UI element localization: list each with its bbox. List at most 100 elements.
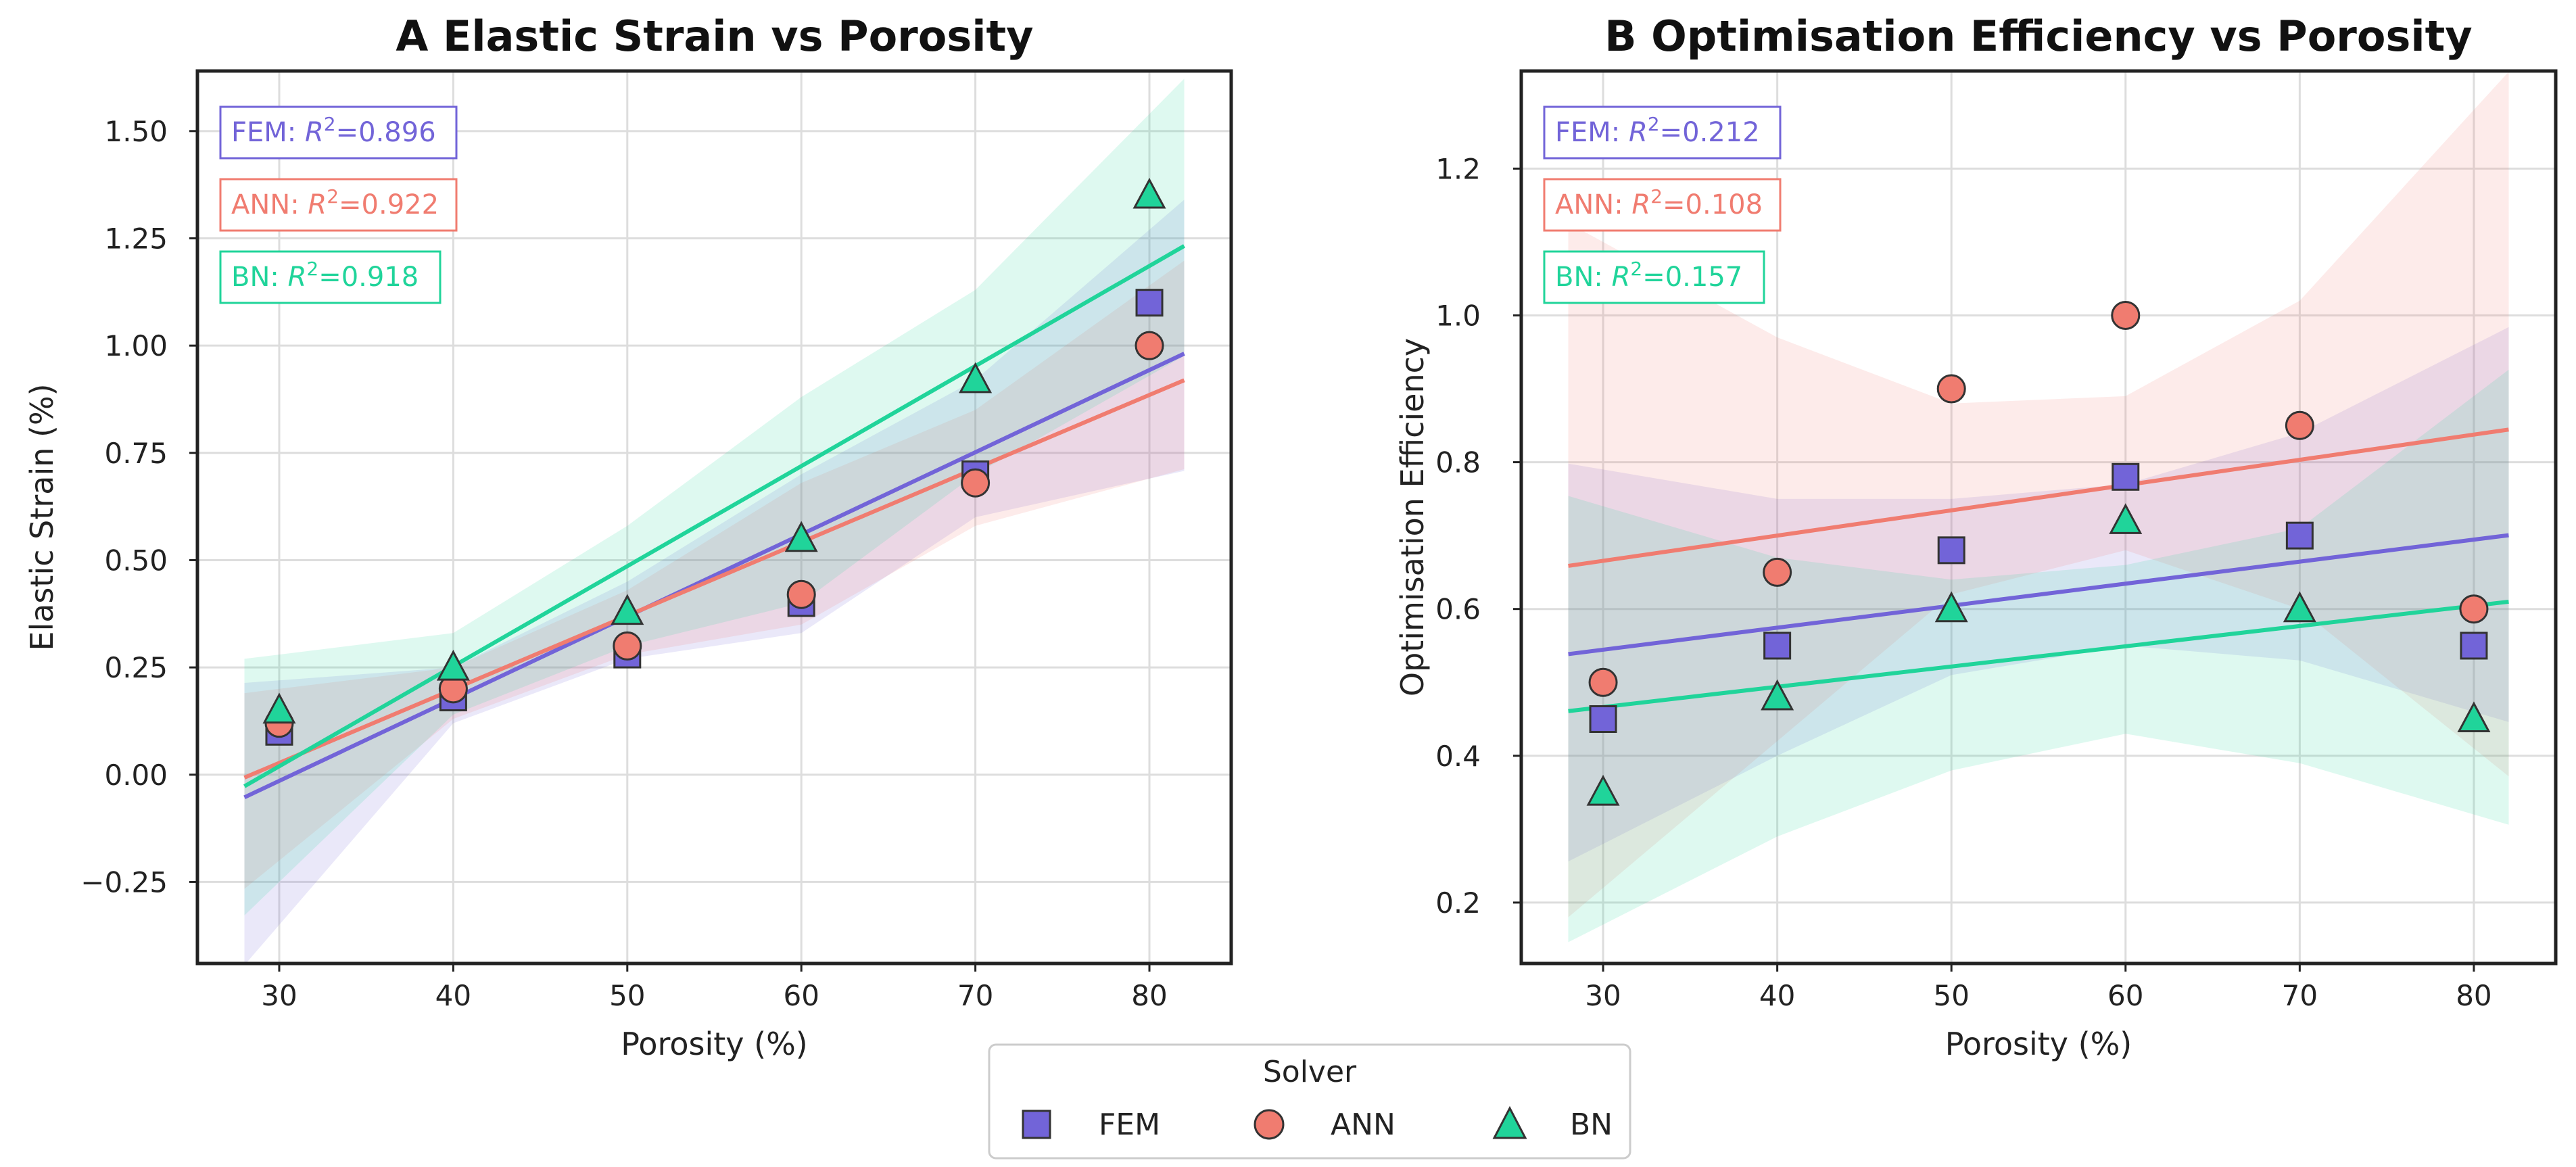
panel-b-point-bn-70 bbox=[2283, 591, 2316, 623]
legend-marker-fem bbox=[1022, 1110, 1051, 1139]
panel-b-point-ann-80 bbox=[2459, 594, 2489, 624]
panel-a-r2-superscript-fem: 2 bbox=[324, 113, 336, 135]
legend-frame bbox=[988, 1043, 1631, 1160]
legend-title: Solver bbox=[1263, 1055, 1357, 1089]
panel-b-ytick-label-0: 0.2 bbox=[1435, 886, 1481, 920]
panel-a-fit-line-bn bbox=[243, 244, 1185, 788]
legend-marker-bn bbox=[1492, 1105, 1527, 1139]
panel-a-plot-area bbox=[243, 78, 1185, 963]
panel-b-xtick-label-2: 50 bbox=[1933, 979, 1969, 1012]
panel-b-band-ann bbox=[1568, 72, 2509, 918]
panel-b-point-bn-50 bbox=[1934, 591, 1968, 623]
panel-b-xtick-label-1: 40 bbox=[1759, 979, 1795, 1012]
panel-b-plot-area bbox=[1568, 72, 2509, 943]
panel-a-r2-superscript-ann: 2 bbox=[327, 185, 339, 208]
panel-a-xtick-label-5: 80 bbox=[1131, 979, 1167, 1012]
panel-b-fit-line-ann bbox=[1568, 427, 2509, 568]
panel-a-fit-line-fem bbox=[243, 352, 1185, 799]
panel-b-ytick-label-3: 0.8 bbox=[1435, 446, 1481, 479]
panel-b-xtick-label-4: 70 bbox=[2282, 979, 2318, 1012]
panel-b-point-fem-70 bbox=[2285, 521, 2314, 550]
panel-b-r2-value-ann: =0.108 bbox=[1663, 189, 1763, 220]
panel-b-r2-text-ann: ANN: R2=0.108 bbox=[1555, 185, 1763, 220]
panel-a-r2-symbol-fem: R bbox=[305, 117, 324, 148]
panel-a-xtick-label-3: 60 bbox=[783, 979, 819, 1012]
panel-b-axes-frame bbox=[1519, 69, 2558, 966]
panel-a-point-bn-30 bbox=[262, 692, 296, 724]
panel-a-r2-prefix-ann: ANN: bbox=[231, 189, 308, 220]
panel-b-point-fem-60 bbox=[2112, 462, 2140, 491]
panel-a-fit-line-ann bbox=[243, 378, 1185, 780]
panel-b-ytick-label-2: 0.6 bbox=[1435, 593, 1481, 626]
panel-b-point-fem-50 bbox=[1937, 536, 1965, 565]
panel-b-r2-symbol-fem: R bbox=[1629, 117, 1648, 148]
panel-a-point-bn-80 bbox=[1132, 177, 1166, 209]
legend-marker-ann bbox=[1254, 1109, 1285, 1140]
panel-a-xlabel: Porosity (%) bbox=[621, 1026, 808, 1062]
panel-b-point-fem-30 bbox=[1589, 705, 1617, 734]
panel-a-r2-symbol-bn: R bbox=[288, 262, 307, 293]
panel-b-fit-line-fem bbox=[1568, 533, 2509, 657]
panel-a-ytick-label-5: 1.00 bbox=[104, 329, 168, 362]
panel-a-point-ann-70 bbox=[961, 468, 991, 498]
panel-a-ytick-label-6: 1.25 bbox=[104, 222, 168, 256]
panel-a-band-bn bbox=[244, 78, 1185, 915]
panel-b-point-bn-80 bbox=[2457, 701, 2491, 733]
panel-a-point-fem-80 bbox=[1135, 289, 1164, 317]
panel-b-r2-prefix-bn: BN: bbox=[1555, 262, 1612, 293]
panel-b-point-bn-40 bbox=[1761, 679, 1794, 711]
panel-b-r2-superscript-ann: 2 bbox=[1650, 185, 1663, 208]
panel-b-r2-superscript-fem: 2 bbox=[1648, 113, 1660, 135]
panel-b-point-bn-30 bbox=[1586, 774, 1620, 806]
panel-a-xtick-label-2: 50 bbox=[609, 979, 645, 1012]
panel-a-r2-value-ann: =0.922 bbox=[339, 189, 439, 220]
panel-a-r2-text-ann: ANN: R2=0.922 bbox=[231, 185, 439, 220]
panel-a-r2-text-fem: FEM: R2=0.896 bbox=[231, 113, 436, 148]
legend-label-fem: FEM bbox=[1099, 1108, 1160, 1142]
panel-a-ytick-label-7: 1.50 bbox=[104, 115, 168, 148]
legend-label-ann: ANN bbox=[1331, 1108, 1396, 1142]
legend-label-bn: BN bbox=[1570, 1108, 1613, 1142]
panel-a-point-ann-80 bbox=[1135, 331, 1164, 360]
panel-b-r2-text-bn: BN: R2=0.157 bbox=[1555, 258, 1742, 293]
panel-a-point-bn-70 bbox=[959, 362, 993, 394]
panel-b-ytick-label-4: 1.0 bbox=[1435, 299, 1481, 332]
panel-a-ytick-label-4: 0.75 bbox=[104, 437, 168, 470]
panel-a-xtick-label-4: 70 bbox=[957, 979, 993, 1012]
solver-legend: Solver FEM ANN BN bbox=[988, 1043, 1631, 1160]
panel-a-ytick-label-1: 0.00 bbox=[104, 759, 168, 792]
panel-b-point-ann-70 bbox=[2285, 410, 2314, 440]
panel-b-xtick-label-5: 80 bbox=[2456, 979, 2491, 1012]
panel-b-point-ann-60 bbox=[2111, 300, 2141, 330]
panel-a-point-ann-50 bbox=[613, 631, 642, 661]
panel-b-ytick-label-5: 1.2 bbox=[1435, 152, 1481, 185]
panel-a-ytick-label-2: 0.25 bbox=[104, 651, 168, 684]
panel-b-title: B Optimisation Efficiency vs Porosity bbox=[1604, 11, 2472, 61]
panel-b-r2-superscript-bn: 2 bbox=[1630, 258, 1642, 280]
panel-b-r2-prefix-ann: ANN: bbox=[1555, 189, 1631, 220]
panel-b-r2-symbol-bn: R bbox=[1612, 262, 1631, 293]
panel-a-band-fem bbox=[244, 199, 1185, 963]
panel-a-ytick-label-3: 0.50 bbox=[104, 544, 168, 577]
panel-a-axes-frame bbox=[195, 69, 1233, 966]
panel-a-point-bn-50 bbox=[611, 594, 644, 625]
panel-a-r2-prefix-bn: BN: bbox=[231, 262, 288, 293]
panel-b-r2-prefix-fem: FEM: bbox=[1555, 117, 1629, 148]
panel-a-r2-text-bn: BN: R2=0.918 bbox=[231, 258, 419, 293]
panel-a-xtick-label-0: 30 bbox=[261, 979, 297, 1012]
panel-a-r2-symbol-ann: R bbox=[308, 189, 327, 220]
panel-a-r2-value-fem: =0.896 bbox=[336, 117, 436, 148]
panel-b-ytick-label-1: 0.4 bbox=[1435, 740, 1481, 773]
panel-b-fit-line-bn bbox=[1568, 599, 2509, 713]
panel-b-point-fem-80 bbox=[2460, 632, 2488, 660]
panel-b-point-bn-60 bbox=[2109, 503, 2143, 534]
panel-a-r2-box-ann bbox=[219, 178, 458, 232]
panel-b-r2-box-fem bbox=[1543, 105, 1782, 160]
panel-b-r2-value-fem: =0.212 bbox=[1660, 117, 1760, 148]
panel-b-ylabel: Optimisation Efficiency bbox=[1394, 338, 1431, 696]
panel-b-r2-symbol-ann: R bbox=[1631, 189, 1650, 220]
panel-b-xtick-label-0: 30 bbox=[1585, 979, 1621, 1012]
panel-a-r2-box-bn bbox=[219, 250, 442, 304]
